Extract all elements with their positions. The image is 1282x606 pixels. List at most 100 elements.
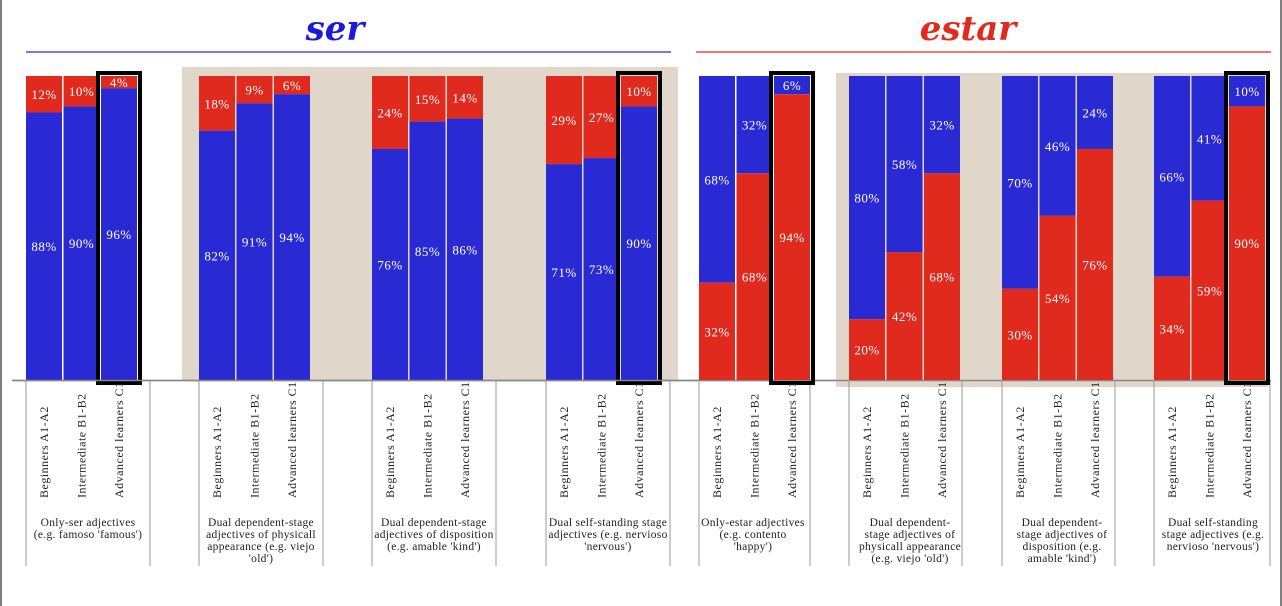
category-label: Advanced learners C1 [458,381,472,498]
category-label: Beginners A1-A2 [1013,406,1027,498]
data-label: 10% [69,84,94,99]
data-label: 14% [452,90,477,105]
bar-segment-ser [546,164,582,380]
data-label: 34% [1159,321,1184,336]
data-label: 70% [1007,175,1032,190]
bar-segment-estar [621,76,657,107]
bar-segment-estar [583,76,620,159]
bar-segment-estar [447,76,483,119]
data-label: 9% [245,83,263,98]
category-label: Beginners A1-A2 [557,406,571,498]
highlight-frame [96,71,142,385]
data-label: 59% [1197,283,1222,298]
data-label: 80% [854,191,879,206]
data-label: 94% [279,230,304,245]
group-label-line: (e.g. famoso 'famous') [34,529,142,541]
data-label: 15% [415,92,440,107]
category-label: Beginners A1-A2 [860,406,874,498]
group-label-line: appearance (e.g. viejo [207,541,314,553]
data-label: 32% [704,324,729,339]
bar-segment-estar [699,282,735,380]
group-label-line: physicall appearance [859,541,961,553]
data-label: 73% [589,262,614,277]
category-label: Advanced learners C1 [785,381,799,498]
category-label: Intermediate B1-B2 [1203,393,1217,498]
group-label: Dual self-standing stage adjectives (e.g.… [1162,517,1264,553]
data-label: 58% [892,157,917,172]
group-label: Only-ser adjectives (e.g. famoso 'famous'… [34,517,142,541]
data-label: 85% [415,244,440,259]
bar-segment-ser [1229,76,1265,107]
data-label: 18% [204,96,229,111]
group-label-line: Only-ser adjectives [41,517,136,529]
bar-segment-estar [274,76,310,95]
bar-group: 29% 71% Beginners A1-A2 27% 73% Intermediate … [546,71,667,553]
bar-segment-estar [886,252,923,380]
group-label-line: 'old') [249,553,273,565]
bar-segment-ser [101,88,137,380]
group-label-line: stage adjectives (e.g. [1162,529,1264,541]
bar-segment-estar [736,173,773,380]
bar-segment-estar [1191,200,1228,380]
bar-segment-ser [1154,76,1190,277]
bar-group: 18% 82% Beginners A1-A2 9% 91% Intermediate B… [199,76,316,565]
group-label-line: Dual dependent-stage [381,517,487,529]
data-label: 68% [929,270,954,285]
data-label: 90% [69,236,94,251]
data-label: 91% [242,235,267,250]
group-label-line: (e.g. viejo 'old') [871,553,948,565]
bar-segment-ser [621,106,657,381]
data-label: 32% [929,118,954,133]
bar-group: 68% 32% Beginners A1-A2 32% 68% Intermediate … [699,71,815,553]
bar-segment-estar [1077,148,1113,380]
data-label: 20% [854,343,879,358]
data-label: 27% [589,110,614,125]
group-label: Dual dependent-stage adjectives of dispos… [374,517,493,553]
bar-segment-estar [372,76,408,149]
bar-segment-ser [236,103,273,381]
group-label-line: adjectives (e.g. nervioso [548,529,667,541]
data-label: 68% [742,270,767,285]
category-label: Intermediate B1-B2 [748,393,762,498]
bar-segment-ser [924,76,960,174]
bar-group: 66% 34% Beginners A1-A2 41% 59% Intermediate … [1154,71,1270,553]
data-label: 10% [1234,84,1259,99]
group-label: Dual self-standing stage adjectives (e.g.… [548,517,667,553]
category-label: Intermediate B1-B2 [75,393,89,498]
data-label: 76% [377,257,402,272]
data-label: 6% [783,78,801,93]
panel-title: estar [920,9,1019,49]
bar-segment-estar [1229,106,1265,381]
data-label: 68% [704,172,729,187]
category-label: Beginners A1-A2 [37,406,51,498]
bar-segment-ser [736,76,773,174]
bar-segment-ser [372,148,408,380]
data-label: 71% [551,265,576,280]
data-label: 90% [626,236,651,251]
category-label: Advanced learners C1 [935,381,949,498]
group-label: Dual dependent-stage adjectives of dispos… [1017,517,1108,565]
category-label: Intermediate B1-B2 [248,393,262,498]
data-label: 10% [626,84,651,99]
group-label-line: Dual self-standing stage [549,517,667,529]
data-label: 42% [892,309,917,324]
group-label-line: nervioso 'nervous') [1167,541,1260,553]
category-label: Intermediate B1-B2 [898,393,912,498]
data-label: 32% [742,118,767,133]
bar-segment-ser [274,94,310,381]
bar-group: 80% 20% Beginners A1-A2 58% 42% Intermediate … [849,76,961,565]
bar-segment-ser [26,112,62,380]
group-label-line: (e.g. amable 'kind') [387,541,481,553]
bar-segment-estar [849,319,885,380]
bar-segment-ser [699,76,735,283]
group-label-line: 'happy') [734,541,772,553]
bar-segment-ser [1077,76,1113,149]
data-label: 6% [283,78,301,93]
group-label-line: stage adjectives of [865,529,956,541]
group-label-line: Only-estar adjectives [701,517,805,529]
data-label: 29% [551,113,576,128]
bar-segment-ser [849,76,885,320]
group-label: Dual dependent-stage adjectives of physic… [206,517,316,565]
bar-group: 24% 76% Beginners A1-A2 15% 85% Intermediate … [372,76,493,553]
group-label-line: Dual dependent- [870,517,951,529]
